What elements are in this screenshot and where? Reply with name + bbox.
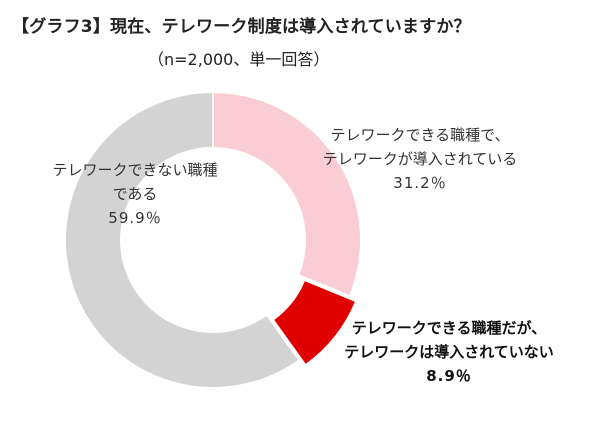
donut-slice-impossible <box>64 90 301 389</box>
slice-label-telework-introduced: テレワークできる職種で、 テレワークが導入されている 31.2％ <box>290 123 550 195</box>
slice-value-label: 59.9％ <box>108 209 162 227</box>
slice-label-telework-not-introduced: テレワークできる職種だが、 テレワークは導入されていない 8.9％ <box>318 316 580 388</box>
slice-label-line1: テレワークできる職種だが、 <box>351 319 547 337</box>
donut-slice-introduced <box>212 90 362 298</box>
slice-label-line2: である <box>112 185 158 203</box>
slice-label-line1: テレワークできない職種 <box>52 161 218 179</box>
slice-label-line2: テレワークが導入されている <box>322 150 518 168</box>
slice-label-telework-impossible: テレワークできない職種 である 59.9％ <box>20 158 250 230</box>
chart-title: 【グラフ3】現在、テレワーク制度は導入されていますか？ <box>12 17 471 37</box>
slice-value-label: 8.9％ <box>426 367 472 385</box>
slice-label-line2: テレワークは導入されていない <box>344 343 554 361</box>
donut-slice-not-introduced <box>271 278 358 367</box>
slice-value-label: 31.2％ <box>393 174 447 192</box>
slice-label-line1: テレワークできる職種で、 <box>330 126 510 144</box>
chart-subtitle: （n=2,000、単一回答） <box>148 50 330 69</box>
